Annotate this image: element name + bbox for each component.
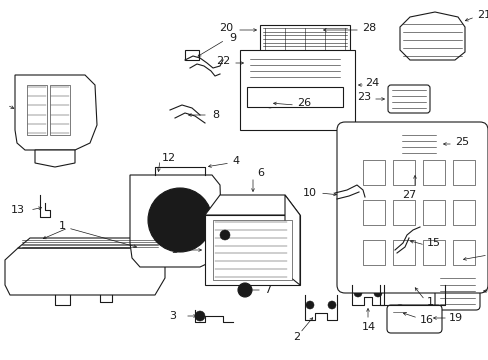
Text: 25: 25: [454, 137, 468, 147]
Polygon shape: [130, 175, 222, 267]
Circle shape: [327, 301, 335, 309]
FancyBboxPatch shape: [336, 122, 487, 293]
Circle shape: [264, 98, 274, 108]
Text: 12: 12: [162, 153, 176, 163]
Text: 13: 13: [11, 205, 25, 215]
Text: 4: 4: [231, 156, 239, 166]
Circle shape: [392, 305, 406, 319]
Bar: [362, 160, 384, 185]
FancyBboxPatch shape: [434, 272, 479, 310]
Text: 5: 5: [171, 245, 178, 255]
Circle shape: [423, 312, 435, 324]
Circle shape: [409, 167, 419, 177]
Bar: [27, 85, 47, 135]
Circle shape: [353, 289, 361, 297]
Polygon shape: [285, 195, 299, 285]
Text: 20: 20: [219, 23, 232, 33]
Polygon shape: [246, 57, 342, 80]
FancyBboxPatch shape: [397, 130, 439, 158]
Bar: [422, 240, 444, 265]
Text: 15: 15: [426, 238, 440, 248]
Circle shape: [195, 311, 204, 321]
Text: 28: 28: [361, 23, 375, 33]
Circle shape: [148, 188, 212, 252]
Circle shape: [220, 230, 229, 240]
Polygon shape: [399, 12, 464, 60]
Polygon shape: [15, 75, 97, 150]
Text: 19: 19: [448, 313, 462, 323]
Polygon shape: [439, 235, 477, 287]
Polygon shape: [18, 238, 160, 248]
Text: 14: 14: [361, 322, 375, 332]
Bar: [50, 85, 70, 135]
Bar: [184, 50, 199, 60]
Bar: [392, 160, 414, 185]
Circle shape: [160, 200, 200, 240]
Text: 27: 27: [401, 190, 415, 200]
Text: 8: 8: [212, 110, 219, 120]
Bar: [422, 160, 444, 185]
Bar: [452, 240, 474, 265]
Polygon shape: [5, 238, 164, 295]
Text: 23: 23: [356, 92, 370, 102]
Text: 3: 3: [169, 311, 176, 321]
Text: 22: 22: [215, 56, 229, 66]
Bar: [362, 240, 384, 265]
Polygon shape: [204, 215, 299, 285]
Text: 6: 6: [257, 168, 264, 178]
Text: 1: 1: [59, 221, 65, 231]
Text: 2: 2: [293, 332, 300, 342]
Text: 16: 16: [419, 315, 433, 325]
Text: 7: 7: [264, 285, 270, 295]
Circle shape: [412, 170, 416, 174]
Circle shape: [238, 283, 251, 297]
Bar: [422, 200, 444, 225]
FancyBboxPatch shape: [386, 305, 441, 333]
Text: 1: 1: [426, 297, 433, 307]
Bar: [240, 50, 354, 130]
Polygon shape: [204, 195, 299, 215]
Bar: [213, 220, 291, 280]
Bar: [452, 200, 474, 225]
Polygon shape: [35, 150, 75, 167]
FancyBboxPatch shape: [387, 85, 429, 113]
Circle shape: [427, 316, 431, 320]
Text: 21: 21: [476, 10, 488, 20]
Text: 26: 26: [296, 98, 310, 108]
Text: 9: 9: [228, 33, 236, 43]
Bar: [362, 200, 384, 225]
Bar: [392, 200, 414, 225]
Bar: [452, 160, 474, 185]
Polygon shape: [246, 87, 342, 107]
Circle shape: [242, 287, 247, 293]
Circle shape: [305, 301, 313, 309]
Bar: [392, 240, 414, 265]
Polygon shape: [260, 25, 349, 53]
Text: 10: 10: [303, 188, 316, 198]
Circle shape: [373, 289, 381, 297]
Text: 24: 24: [364, 78, 379, 88]
